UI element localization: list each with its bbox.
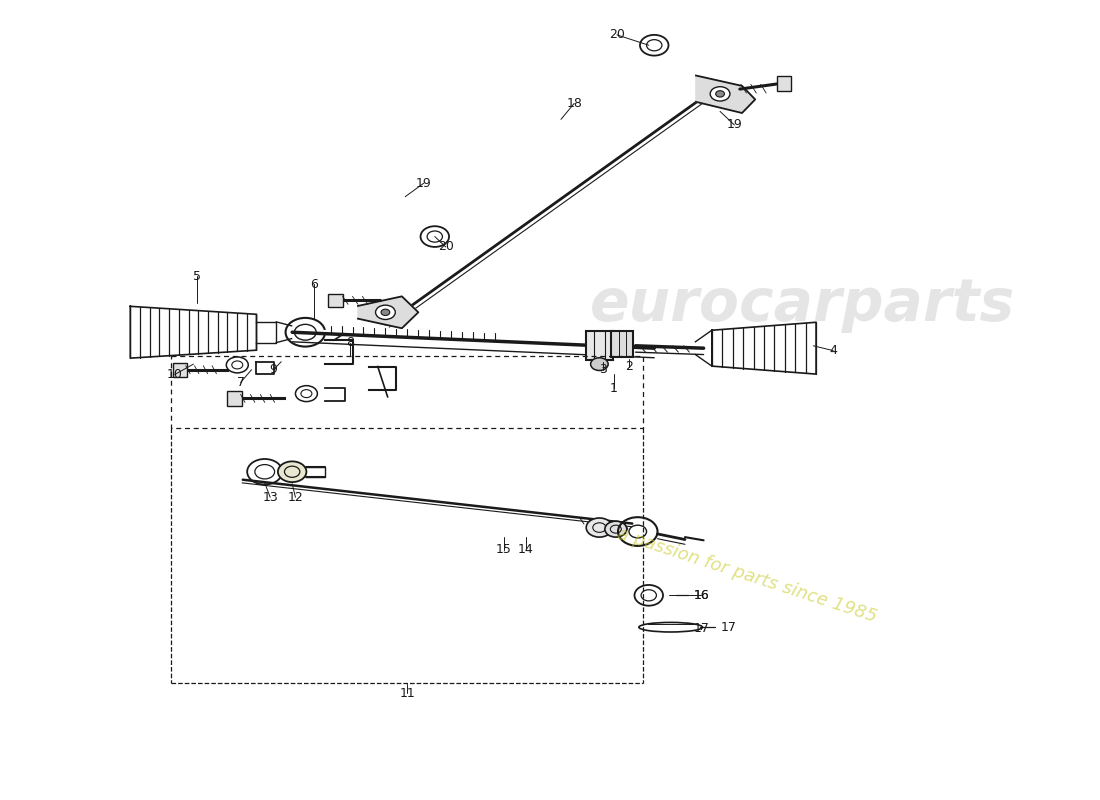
Text: 3: 3 [598,363,606,376]
Text: 19: 19 [416,177,431,190]
Bar [228,391,242,406]
Bar [173,362,187,377]
Text: 20: 20 [609,28,625,42]
Text: 10: 10 [167,368,183,381]
Circle shape [375,305,395,319]
Text: 19: 19 [726,118,742,131]
Text: 7: 7 [236,376,244,389]
Text: 20: 20 [438,241,453,254]
Text: 17: 17 [693,622,710,635]
Circle shape [711,86,730,101]
Circle shape [278,462,307,482]
Circle shape [381,309,389,315]
Text: 13: 13 [262,490,278,504]
Text: 17: 17 [720,621,737,634]
Bar [329,294,342,306]
Polygon shape [358,296,418,328]
Bar [612,331,634,357]
Text: 2: 2 [625,360,632,373]
Text: a passion for parts since 1985: a passion for parts since 1985 [615,525,880,626]
Circle shape [716,90,725,97]
Circle shape [605,521,627,537]
Polygon shape [696,75,756,113]
Text: 14: 14 [518,543,534,556]
Text: 18: 18 [566,97,582,110]
Text: 15: 15 [496,543,512,556]
Circle shape [586,518,613,537]
Text: 6: 6 [310,278,318,291]
Text: 5: 5 [192,270,200,283]
Bar [777,75,791,91]
Text: 16: 16 [693,589,710,602]
Text: 16: 16 [693,589,710,602]
Text: 4: 4 [829,344,837,357]
Text: 12: 12 [287,490,304,504]
Bar [586,331,613,360]
Text: eurocarparts: eurocarparts [590,276,1015,333]
Circle shape [591,358,608,370]
Text: 11: 11 [399,687,415,700]
Text: 1: 1 [609,382,617,394]
Text: 9: 9 [270,363,277,376]
Text: 8: 8 [346,336,354,349]
